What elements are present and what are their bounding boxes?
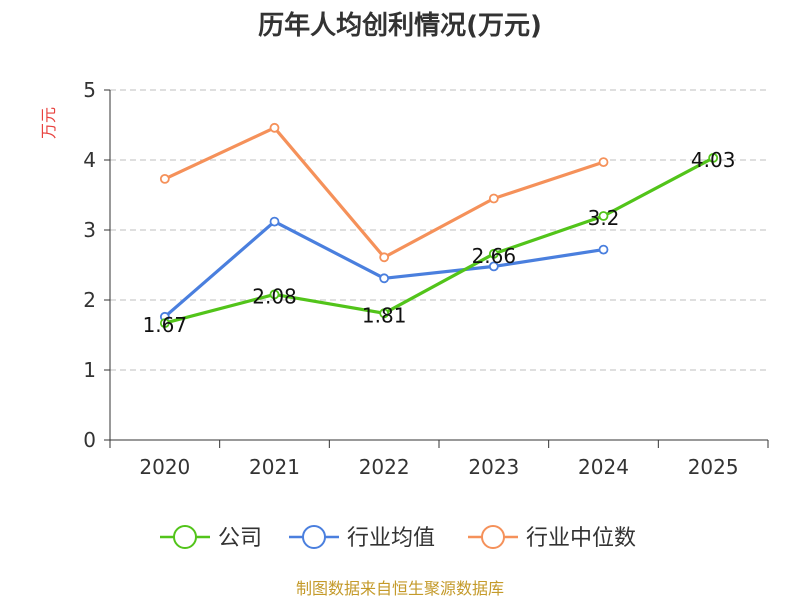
- data-point: [379, 273, 390, 284]
- y-tick-label: 2: [83, 288, 96, 312]
- x-tick-label: 2020: [139, 455, 190, 479]
- y-axis-label: 万元: [39, 107, 58, 139]
- data-point: [488, 193, 499, 204]
- data-point: [598, 157, 609, 168]
- data-label: 3.2: [588, 206, 620, 230]
- data-point: [159, 173, 170, 184]
- y-tick-label: 1: [83, 358, 96, 382]
- legend-marker: [481, 525, 505, 549]
- data-point: [269, 289, 280, 300]
- data-point: [598, 211, 609, 221]
- legend-item: 公司: [160, 525, 262, 551]
- legend-label: 行业均值: [347, 526, 435, 551]
- y-tick-label: 0: [83, 428, 96, 452]
- legend-marker: [173, 525, 197, 549]
- legend-marker: [302, 525, 326, 549]
- legend-item: 行业中位数: [468, 525, 636, 551]
- series-line: [164, 156, 714, 325]
- chart-title: 历年人均创利情况(万元): [258, 10, 542, 41]
- data-label: 1.67: [143, 313, 188, 337]
- y-tick-label: 4: [83, 148, 96, 172]
- x-tick-label: 2023: [468, 455, 519, 479]
- y-tick-label: 3: [83, 218, 96, 242]
- data-point: [708, 152, 719, 163]
- legend-label: 行业中位数: [526, 526, 636, 551]
- data-point: [379, 308, 390, 319]
- legend-label: 公司: [218, 526, 262, 551]
- data-point: [269, 122, 280, 133]
- data-label: 2.66: [472, 244, 517, 268]
- data-point: [488, 261, 499, 272]
- data-point: [598, 244, 609, 255]
- x-tick-label: 2022: [359, 455, 410, 479]
- data-label: 4.03: [691, 148, 736, 172]
- data-point: [488, 248, 499, 259]
- source-note: 制图数据来自恒生聚源数据库: [296, 579, 504, 598]
- x-tick-label: 2024: [578, 455, 629, 479]
- x-tick-label: 2021: [249, 455, 300, 479]
- data-label: 1.81: [362, 303, 407, 327]
- data-point: [159, 318, 170, 329]
- x-tick-label: 2025: [688, 455, 739, 479]
- legend-item: 行业均值: [289, 525, 435, 551]
- data-point: [269, 216, 280, 227]
- y-tick-label: 5: [83, 78, 96, 102]
- data-point: [379, 252, 390, 263]
- data-label: 2.08: [252, 284, 297, 308]
